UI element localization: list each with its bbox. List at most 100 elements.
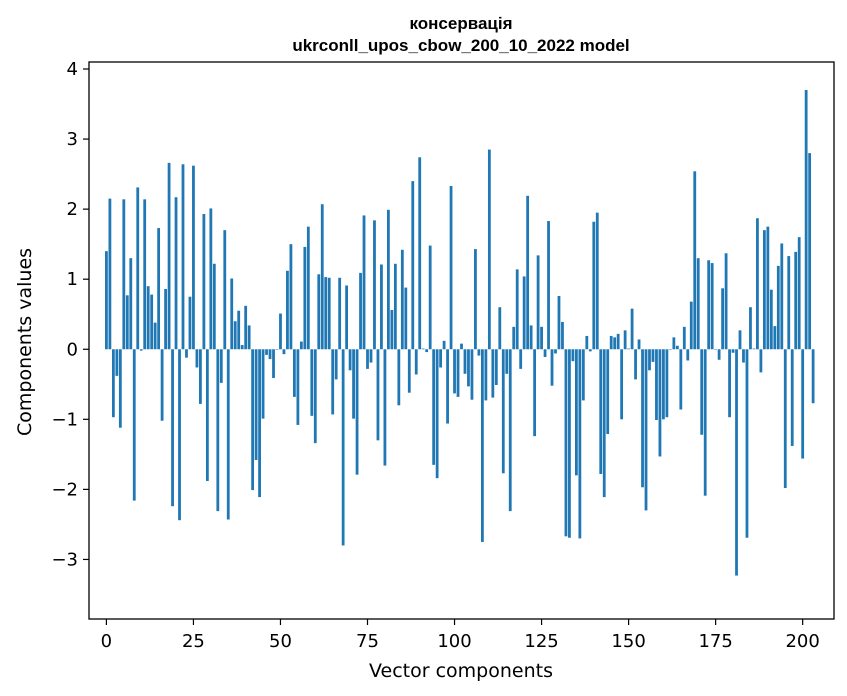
bar xyxy=(108,198,112,350)
y-axis-label: Components values xyxy=(14,248,36,436)
bar xyxy=(293,349,296,397)
y-tick-label: −2 xyxy=(51,479,78,500)
bar xyxy=(376,349,380,441)
bar xyxy=(574,349,578,476)
bar xyxy=(637,339,641,350)
bar xyxy=(693,171,697,350)
bar xyxy=(686,349,690,361)
bar xyxy=(453,349,456,394)
bar xyxy=(320,204,324,350)
bar xyxy=(223,230,227,350)
bar xyxy=(230,278,234,350)
bar xyxy=(421,348,425,350)
bar xyxy=(286,270,289,350)
bar xyxy=(150,294,154,350)
bar xyxy=(620,349,624,420)
bar xyxy=(226,349,230,520)
bar xyxy=(143,199,147,350)
y-tick-label: −3 xyxy=(51,549,78,570)
bar xyxy=(324,277,328,350)
bar xyxy=(167,162,171,350)
bar xyxy=(756,218,759,350)
bar xyxy=(310,349,314,416)
bar xyxy=(564,349,568,537)
bar xyxy=(449,186,453,350)
bar xyxy=(463,349,467,374)
x-tick-label: 175 xyxy=(698,631,732,652)
bar xyxy=(714,349,718,350)
bar xyxy=(118,349,122,428)
bar xyxy=(529,325,533,350)
bar xyxy=(195,349,199,368)
bar xyxy=(313,349,317,444)
bar xyxy=(627,348,630,350)
bar xyxy=(766,226,770,350)
bar xyxy=(306,226,310,350)
bar xyxy=(209,208,213,350)
bar xyxy=(536,255,540,350)
bar xyxy=(355,349,359,475)
bar xyxy=(710,263,714,350)
bar xyxy=(268,349,272,360)
bar xyxy=(181,164,185,350)
x-axis-label: Vector components xyxy=(369,660,553,682)
chart-subtitle: ukrconll_upos_cbow_200_10_2022 model xyxy=(292,36,629,55)
bar xyxy=(185,349,188,358)
y-tick-label: 3 xyxy=(67,129,78,150)
bar xyxy=(136,187,140,350)
bar xyxy=(641,349,644,488)
bar xyxy=(735,349,738,576)
bar xyxy=(428,245,432,350)
bar xyxy=(787,256,791,350)
x-tick-label: 50 xyxy=(269,631,292,652)
bar xyxy=(533,349,536,437)
bar xyxy=(157,228,161,350)
bar xyxy=(498,307,502,350)
x-tick-label: 150 xyxy=(611,631,645,652)
bar xyxy=(467,349,470,387)
bar xyxy=(261,349,265,419)
x-tick-label: 25 xyxy=(182,631,205,652)
bar xyxy=(689,301,693,350)
y-tick-label: −1 xyxy=(51,409,78,430)
bar xyxy=(132,349,136,501)
bar xyxy=(212,263,216,350)
bar xyxy=(519,349,523,369)
bar xyxy=(651,349,655,362)
bar xyxy=(672,337,676,350)
bar xyxy=(749,307,752,350)
x-tick-label: 75 xyxy=(356,631,379,652)
bar xyxy=(327,277,331,350)
bar xyxy=(762,230,766,350)
bar xyxy=(665,349,669,418)
bar xyxy=(557,296,561,350)
bar xyxy=(578,349,582,539)
bar xyxy=(272,349,275,378)
bar xyxy=(390,310,394,350)
bar xyxy=(407,349,411,393)
bar xyxy=(682,326,686,350)
bar xyxy=(366,349,369,369)
bar xyxy=(383,349,387,466)
bar xyxy=(362,215,366,350)
bar xyxy=(338,277,342,350)
bar xyxy=(164,289,167,350)
bar xyxy=(425,349,429,353)
x-tick-label: 125 xyxy=(524,631,558,652)
bar xyxy=(550,349,554,386)
bar xyxy=(623,330,627,350)
bar xyxy=(404,287,408,350)
bar xyxy=(303,246,307,350)
bar xyxy=(174,197,178,350)
chart-title: консервація xyxy=(409,14,512,33)
bar xyxy=(797,237,801,350)
bar xyxy=(111,349,115,418)
bar xyxy=(331,349,335,415)
bar xyxy=(491,349,495,398)
bar xyxy=(244,305,248,350)
bar xyxy=(696,258,700,350)
bar xyxy=(414,349,418,375)
y-tick-label: 4 xyxy=(67,59,78,80)
bar xyxy=(554,349,557,354)
bar xyxy=(219,349,223,383)
